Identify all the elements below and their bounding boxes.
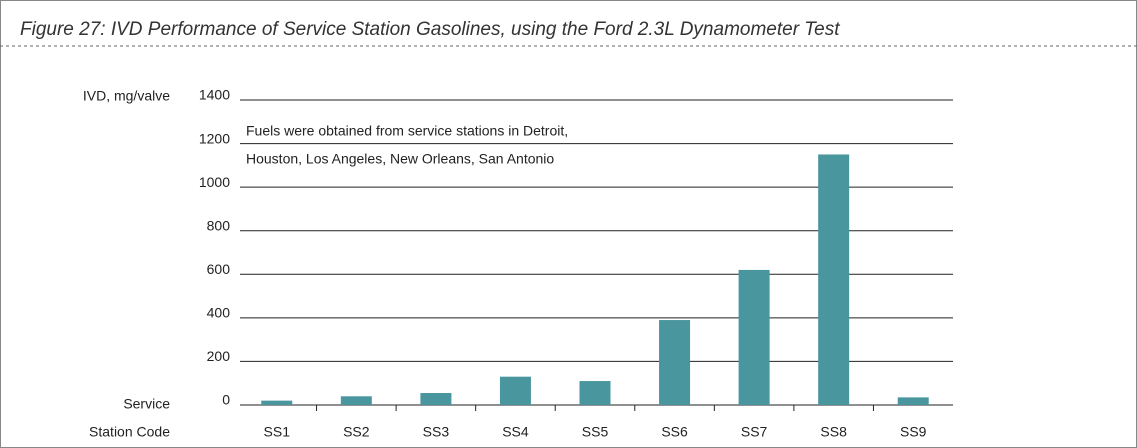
x-tick-label: SS4: [502, 424, 529, 440]
y-tick-label: 0: [222, 392, 230, 408]
x-axis-label: Service: [123, 396, 170, 412]
bar: [420, 393, 452, 405]
x-axis-label: Station Code: [89, 424, 170, 440]
x-tick-label: SS9: [900, 424, 927, 440]
annotation: Fuels were obtained from service station…: [246, 123, 568, 139]
y-tick-label: 400: [207, 305, 231, 321]
y-tick-label: 1000: [199, 174, 230, 190]
x-tick-label: SS3: [423, 424, 450, 440]
x-tick-label: SS8: [820, 424, 847, 440]
x-tick-label: SS6: [661, 424, 688, 440]
bar: [499, 376, 531, 405]
annotation: Houston, Los Angeles, New Orleans, San A…: [246, 151, 554, 167]
bar: [818, 154, 850, 405]
bar: [897, 397, 929, 405]
chart-title: Figure 27: IVD Performance of Service St…: [20, 19, 840, 40]
y-tick-label: 1400: [199, 87, 230, 103]
y-tick-label: 600: [207, 261, 231, 277]
y-axis-label: IVD, mg/valve: [83, 88, 170, 104]
x-tick-label: SS5: [582, 424, 609, 440]
bar: [579, 381, 611, 405]
x-tick-label: SS2: [343, 424, 370, 440]
x-tick-label: SS7: [741, 424, 768, 440]
y-tick-label: 200: [207, 348, 231, 364]
y-tick-label: 800: [207, 217, 231, 233]
x-tick-label: SS1: [264, 424, 291, 440]
bar: [261, 400, 293, 405]
bar: [659, 320, 691, 405]
bar: [738, 269, 770, 405]
bar: [340, 396, 372, 405]
y-tick-label: 1200: [199, 130, 230, 146]
